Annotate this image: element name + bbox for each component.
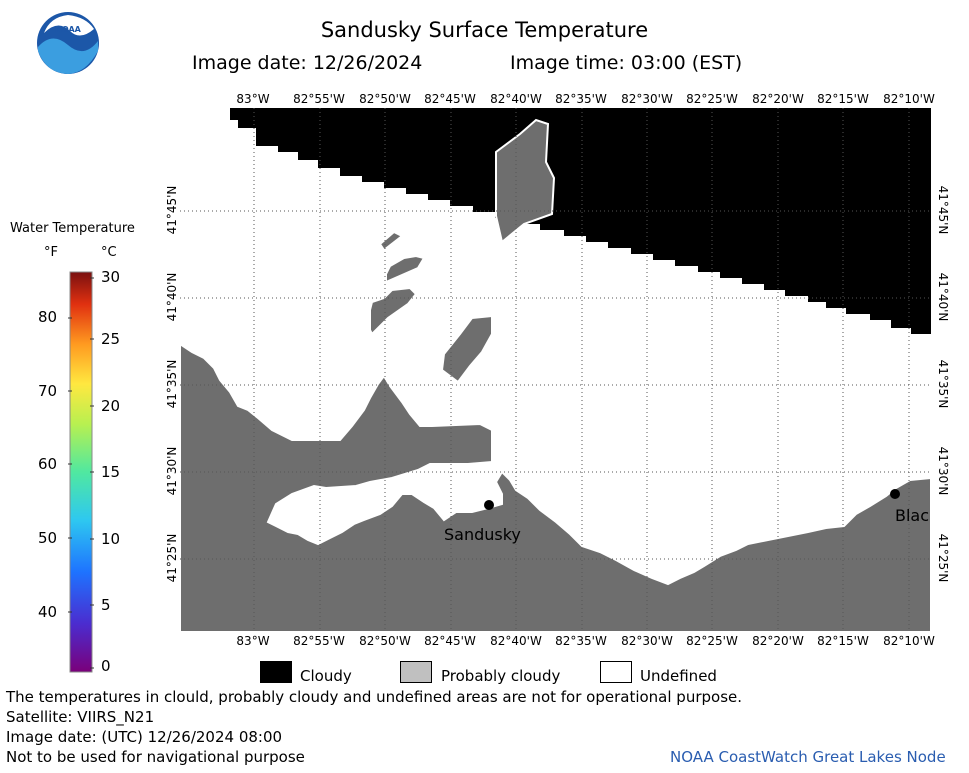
image-date-label: Image date: 12/26/2024: [192, 52, 423, 74]
lat-label-right: 41°45'N: [936, 185, 950, 235]
probably-cloudy-island-small: [369, 286, 418, 336]
colorbar-unit-f: °F: [44, 245, 58, 260]
lon-label-top: 82°35'W: [555, 92, 607, 106]
lon-label-bottom: 82°55'W: [293, 634, 345, 648]
colorbar-tick-c: 10: [101, 530, 121, 548]
nav-warning-text: Not to be used for navigational purpose: [6, 748, 305, 766]
colorbar-unit-c: °C: [101, 245, 117, 260]
lon-label-bottom: 82°15'W: [817, 634, 869, 648]
lat-label-left: 41°35'N: [165, 359, 179, 409]
legend-swatch-undefined: [600, 661, 632, 683]
lon-label-top: 82°45'W: [424, 92, 476, 106]
noaa-logo: NOAA: [37, 12, 99, 74]
colorbar-tick-f: 60: [38, 455, 58, 473]
colorbar-tick-c: 0: [101, 657, 111, 675]
cloudy-area: [230, 108, 931, 334]
page-title: Sandusky Surface Temperature: [320, 18, 649, 42]
lon-label-top: 82°55'W: [293, 92, 345, 106]
lat-label-left: 41°40'N: [165, 272, 179, 322]
lat-label-left: 41°25'N: [165, 533, 179, 583]
place-label-sandusky: Sandusky: [444, 525, 521, 544]
disclaimer-text: The temperatures in clould, probably clo…: [6, 688, 743, 706]
noaa-logo-text: NOAA: [55, 25, 81, 34]
lon-label-bottom: 82°10'W: [883, 634, 935, 648]
lon-label-bottom: 82°25'W: [686, 634, 738, 648]
lon-label-top: 82°10'W: [883, 92, 935, 106]
lon-label-top: 82°15'W: [817, 92, 869, 106]
satellite-text: Satellite: VIIRS_N21: [6, 708, 155, 726]
lon-label-bottom: 83°W: [236, 634, 270, 648]
lon-label-top: 83°W: [236, 92, 270, 106]
lon-label-bottom: 82°20'W: [752, 634, 804, 648]
lon-label-top: 82°25'W: [686, 92, 738, 106]
colorbar: [68, 271, 94, 673]
colorbar-tick-c: 15: [101, 463, 121, 481]
credit-text: NOAA CoastWatch Great Lakes Node: [670, 748, 946, 766]
place-label-blac: Blac: [895, 506, 930, 525]
lon-label-top: 82°30'W: [621, 92, 673, 106]
lon-label-top: 82°40'W: [490, 92, 542, 106]
legend-label-undefined: Undefined: [640, 667, 717, 685]
lat-label-right: 41°35'N: [936, 359, 950, 409]
lon-label-bottom: 82°35'W: [555, 634, 607, 648]
lon-label-bottom: 82°50'W: [359, 634, 411, 648]
lat-label-right: 41°25'N: [936, 533, 950, 583]
blac-marker: [890, 489, 900, 499]
lon-label-bottom: 82°45'W: [424, 634, 476, 648]
colorbar-tick-f: 50: [38, 529, 58, 547]
lon-label-top: 82°20'W: [752, 92, 804, 106]
lat-label-right: 41°30'N: [936, 446, 950, 496]
colorbar-tick-c: 20: [101, 397, 121, 415]
colorbar-tick-c: 25: [101, 330, 121, 348]
colorbar-tick-c: 5: [101, 596, 111, 614]
colorbar-tick-c: 30: [101, 268, 121, 286]
probably-cloudy-island: [440, 314, 493, 384]
legend-label-cloudy: Cloudy: [300, 667, 352, 685]
legend-label-probably-cloudy: Probably cloudy: [441, 667, 561, 685]
image-time-label: Image time: 03:00 (EST): [510, 52, 743, 74]
lat-label-left: 41°45'N: [165, 185, 179, 235]
colorbar-tick-f: 40: [38, 603, 58, 621]
lon-label-bottom: 82°40'W: [490, 634, 542, 648]
probably-cloudy-patch: [495, 118, 556, 244]
probably-cloudy-island-small: [378, 230, 404, 252]
probably-cloudy-island-small: [385, 254, 426, 284]
probably-cloudy-land: [180, 342, 931, 632]
temperature-map: [180, 108, 931, 632]
lat-label-right: 41°40'N: [936, 272, 950, 322]
legend-swatch-cloudy: [260, 661, 292, 683]
colorbar-tick-f: 80: [38, 308, 58, 326]
lon-label-bottom: 82°30'W: [621, 634, 673, 648]
sandusky-marker: [484, 500, 494, 510]
lon-label-top: 82°50'W: [359, 92, 411, 106]
colorbar-tick-f: 70: [38, 382, 58, 400]
colorbar-title: Water Temperature: [10, 221, 135, 236]
utc-date-text: Image date: (UTC) 12/26/2024 08:00: [6, 728, 283, 746]
map-grid: [180, 108, 931, 632]
legend-swatch-probably-cloudy: [400, 661, 432, 683]
lat-label-left: 41°30'N: [165, 446, 179, 496]
